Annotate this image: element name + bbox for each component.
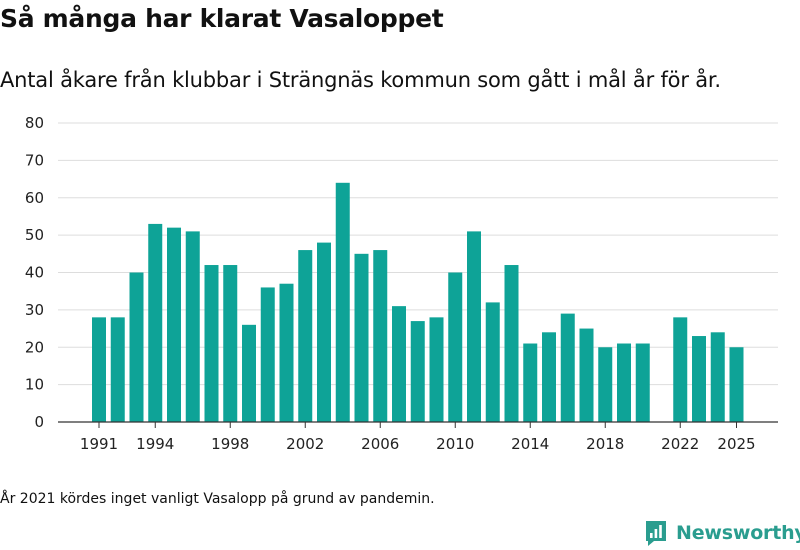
x-tick-label: 2010 [436,435,474,453]
x-tick-label: 2006 [361,435,399,453]
bar: 2011: 51 [467,231,481,422]
bar: 2009: 28 [429,317,444,422]
bar: 2013: 42 [504,265,519,422]
bar: 1993: 40 [129,272,144,422]
bar: 2019: 21 [617,343,631,422]
x-tick-label: 2022 [661,435,699,453]
bar: 2012: 32 [485,302,500,422]
bar: 2005: 45 [354,253,369,422]
x-tick-label: 2025 [717,435,755,453]
bar: 2017: 25 [579,328,594,422]
bar: 1997: 42 [204,265,219,422]
bar: 1999: 26 [242,324,256,422]
x-tick-label: 2014 [511,435,549,453]
bar: 1998: 42 [223,265,238,422]
bar: 2007: 31 [392,306,406,422]
bar-chart: 0 10 20 30 40 50 60 70 80 1991: 28 1992: 28 1993: 4… [25,114,778,453]
x-tick-label: 2002 [286,435,324,453]
y-tick-label: 60 [25,189,44,207]
y-tick-label: 70 [25,151,44,169]
bar: 1992: 28 [110,317,125,422]
y-tick-label: 0 [34,413,44,431]
bar: 2003: 48 [317,242,331,422]
x-tick-label: 1994 [136,435,174,453]
bar: 1996: 51 [185,231,200,422]
y-tick-label: 10 [25,376,44,394]
x-tick-label: 1998 [211,435,249,453]
bar: 2006: 46 [373,250,388,422]
chart-subtitle: Antal åkare från klubbar i Strängnäs kom… [0,68,721,92]
brand-name: Newsworthy [676,522,800,544]
newsworthy-logo-icon [646,521,666,546]
bar: 2016: 29 [560,313,575,422]
chart-title: Så många har klarat Vasaloppet [0,4,444,33]
y-tick-label: 40 [25,264,44,282]
x-tick-label: 2018 [586,435,624,453]
bar: 2000: 36 [260,287,275,422]
bar: 2002: 46 [298,250,313,422]
bar: 2001: 37 [279,283,294,422]
bar: 2020: 21 [635,343,650,422]
bar: 2008: 27 [410,321,425,422]
y-tick-label: 50 [25,226,44,244]
bar: 1994: 53 [148,223,163,422]
bar: 2015: 24 [542,332,556,422]
brand-logo: Newsworthy [644,519,800,547]
bar: 2023: 23 [692,336,706,422]
y-tick-label: 80 [25,114,44,132]
footnote: År 2021 kördes inget vanligt Vasalopp på… [0,491,435,507]
bar: 2014: 21 [523,343,538,422]
bar: 1995: 52 [167,227,181,422]
bar: 2022: 28 [673,317,688,422]
bar: 2010: 40 [448,272,463,422]
y-tick-label: 20 [25,338,44,356]
bar: 2024: 24 [710,332,725,422]
bar: 1991: 28 [92,317,106,422]
bar: 2018: 20 [598,347,613,422]
y-tick-label: 30 [25,301,44,319]
x-tick-label: 1991 [80,435,118,453]
bar: 2004: 64 [335,182,350,422]
bar: 2025: 20 [729,347,744,422]
